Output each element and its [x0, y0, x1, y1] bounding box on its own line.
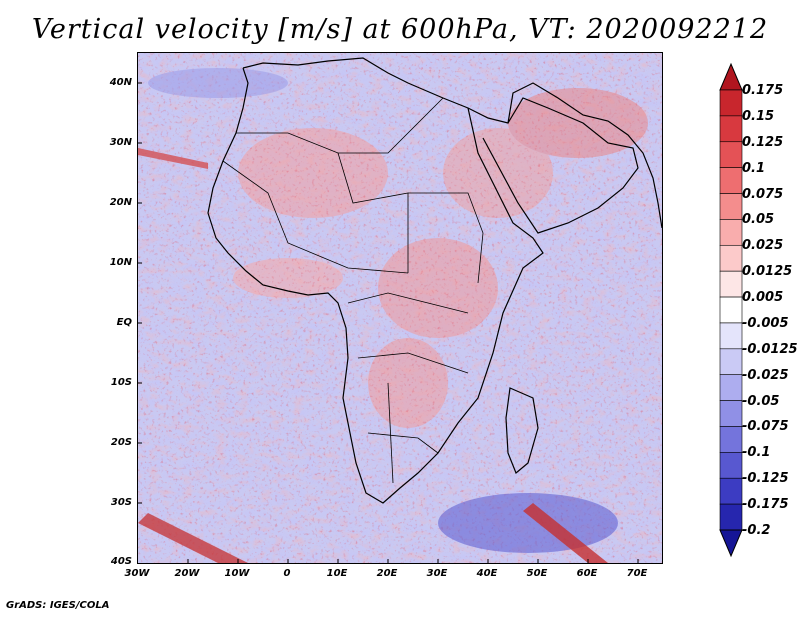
colorbar-label: 0.025 — [742, 238, 784, 254]
colorbar-bin — [719, 477, 743, 505]
map-canvas — [138, 53, 662, 563]
lat-label-40s: 40S — [110, 556, 132, 567]
lon-label-60e: 60E — [576, 568, 598, 579]
lon-label-70e: 70E — [626, 568, 648, 579]
colorbar-label: 0.1 — [742, 160, 766, 176]
colorbar-bin — [719, 452, 743, 479]
colorbar-label: -0.075 — [742, 419, 789, 435]
lon-label-10e: 10E — [326, 568, 348, 579]
colorbar-label: 0.005 — [742, 290, 784, 306]
map-title: Vertical velocity [m/s] at 600hPa, VT: 2… — [31, 14, 769, 45]
frontal-bands — [138, 148, 608, 563]
colorbar-bin — [719, 322, 743, 350]
colorbar-bin — [719, 141, 743, 168]
colorbar-label: 0.075 — [742, 186, 784, 202]
colorbar-bin — [719, 348, 743, 376]
colorbar-label: -0.2 — [742, 523, 771, 538]
lon-label-50e: 50E — [526, 568, 548, 579]
lat-label-20n: 20N — [109, 197, 132, 208]
colorbar-bin — [719, 374, 743, 401]
colorbar-bin — [719, 115, 743, 143]
colorbar-label: -0.025 — [742, 367, 789, 383]
lon-label-30e: 30E — [426, 568, 448, 579]
colorbar-label: -0.125 — [742, 471, 789, 487]
vertical-velocity-map — [137, 52, 663, 564]
lat-label-40n: 40N — [109, 77, 132, 88]
colorbar-label: -0.1 — [742, 445, 771, 461]
colorbar-label: -0.05 — [742, 393, 780, 409]
lon-label-30w: 30W — [124, 568, 150, 579]
colorbar-bin — [719, 270, 743, 298]
ascent-speckle — [138, 53, 662, 563]
colorbar-bin — [719, 296, 743, 324]
lon-label-0: 0 — [283, 568, 291, 579]
colorbar-bin — [719, 503, 743, 531]
colorbar-bin — [719, 219, 743, 246]
colorbar-label: 0.125 — [742, 134, 784, 150]
colorbar-label: 0.05 — [742, 212, 775, 228]
colorbar-label: 0.175 — [742, 83, 784, 98]
lat-label-10s: 10S — [110, 377, 132, 388]
colorbar — [719, 62, 743, 558]
lat-label-30s: 30S — [110, 497, 132, 508]
lat-label-20s: 20S — [110, 437, 132, 448]
colorbar-bin — [719, 193, 743, 220]
colorbar-bin — [719, 244, 743, 272]
coastlines — [207, 57, 662, 504]
colorbar-bottom-arrow — [719, 529, 743, 558]
colorbar-label: -0.175 — [742, 497, 789, 513]
colorbar-bin — [719, 167, 743, 194]
colorbar-bin — [719, 89, 743, 117]
lon-label-10w: 10W — [224, 568, 250, 579]
lon-label-20e: 20E — [376, 568, 398, 579]
frame-ticks — [138, 82, 639, 563]
lon-label-20w: 20W — [174, 568, 200, 579]
country-borders — [222, 97, 484, 484]
lat-label-30n: 30N — [109, 137, 132, 148]
colorbar-label: 0.15 — [742, 108, 775, 124]
colorbar-bin — [719, 426, 743, 453]
colorbar-label: -0.0125 — [742, 341, 798, 357]
colorbar-bin — [719, 400, 743, 427]
colorbar-top-arrow — [719, 62, 743, 91]
lon-label-40e: 40E — [476, 568, 498, 579]
lat-label-10n: 10N — [109, 257, 132, 268]
grads-credit: GrADS: IGES/COLA — [6, 600, 110, 611]
colorbar-label: 0.0125 — [742, 264, 793, 280]
lat-label-eq: EQ — [116, 317, 132, 328]
colorbar-label: -0.005 — [742, 315, 789, 331]
